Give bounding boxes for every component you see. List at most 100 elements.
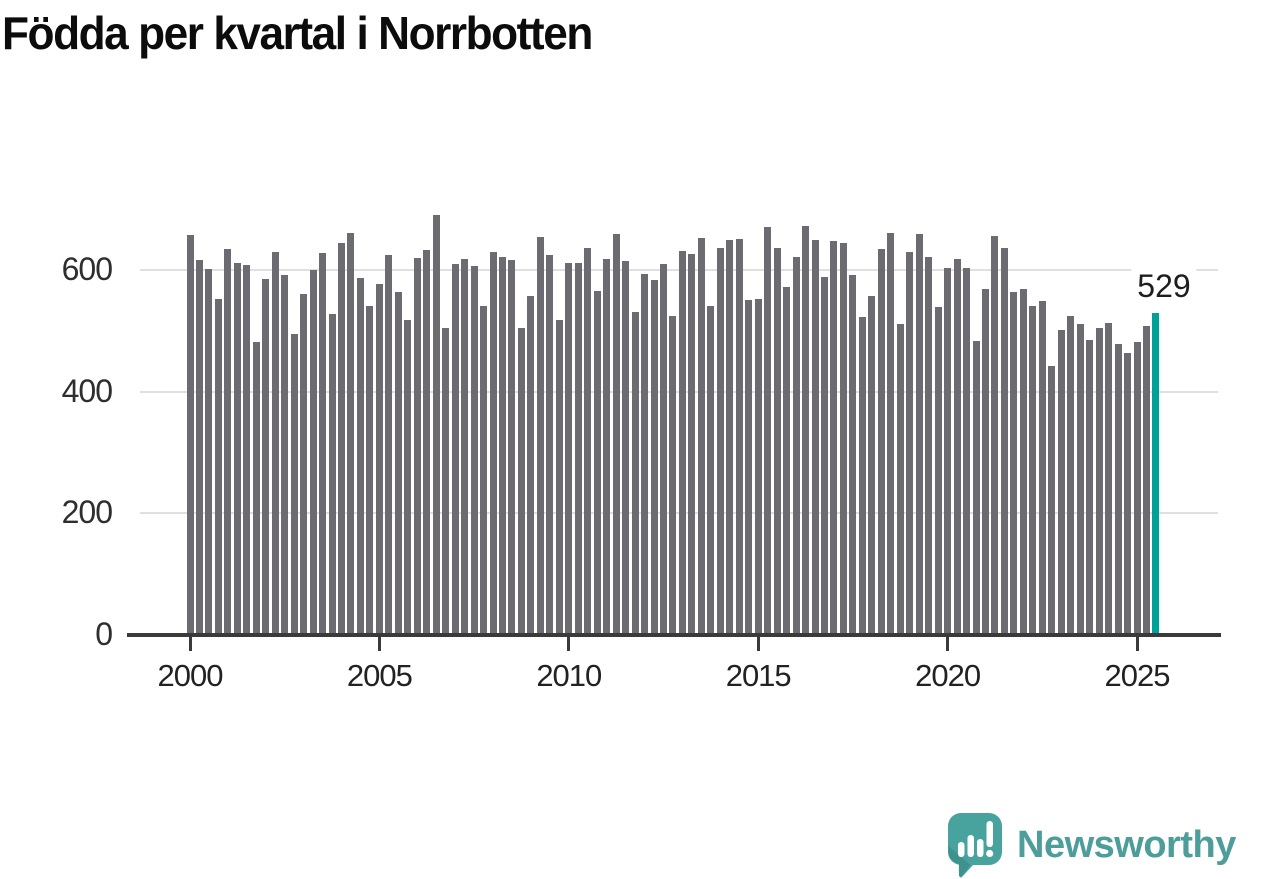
bar xyxy=(309,270,317,635)
bar xyxy=(347,232,355,635)
bar xyxy=(839,243,847,635)
newsworthy-logo: Newsworthy xyxy=(947,812,1236,878)
bar xyxy=(858,316,866,635)
bar xyxy=(413,257,421,635)
bar xyxy=(972,341,980,635)
bar xyxy=(868,296,876,635)
y-axis-tick-label: 200 xyxy=(61,494,113,531)
bar xyxy=(697,237,705,635)
bar xyxy=(811,240,819,635)
bar xyxy=(1114,344,1122,635)
bar xyxy=(820,276,828,635)
x-axis-tick-label: 2005 xyxy=(346,658,413,693)
bar xyxy=(934,307,942,635)
bar xyxy=(517,327,525,635)
bar xyxy=(574,263,582,635)
x-axis-tick-label: 2000 xyxy=(157,658,224,693)
bar xyxy=(1086,339,1094,635)
bar xyxy=(404,319,412,635)
bar xyxy=(830,240,838,635)
newsworthy-wordmark: Newsworthy xyxy=(1017,824,1236,866)
bar xyxy=(442,327,450,635)
bar xyxy=(461,259,469,635)
bar xyxy=(1076,324,1084,635)
bar xyxy=(366,305,374,635)
bar xyxy=(508,260,516,635)
bar xyxy=(906,251,914,635)
bar xyxy=(214,299,222,635)
bar xyxy=(802,226,810,635)
x-axis-tick xyxy=(188,637,192,651)
bar xyxy=(754,299,762,635)
bar xyxy=(963,268,971,635)
bar xyxy=(944,268,952,635)
bar xyxy=(1000,248,1008,635)
bar xyxy=(1057,330,1065,635)
y-axis-tick-label: 0 xyxy=(95,616,113,652)
bar xyxy=(328,313,336,635)
bar xyxy=(792,257,800,635)
bar xyxy=(783,287,791,635)
bar xyxy=(887,232,895,635)
bar xyxy=(631,311,639,635)
bar xyxy=(527,296,535,635)
bar xyxy=(622,260,630,635)
bar xyxy=(555,319,563,635)
bar xyxy=(1010,291,1018,635)
bar xyxy=(1019,288,1027,635)
bar xyxy=(603,259,611,635)
bar xyxy=(764,226,772,635)
bar xyxy=(745,299,753,635)
bar xyxy=(224,248,232,635)
x-axis-tick-label: 2015 xyxy=(725,658,792,693)
bar xyxy=(678,251,686,635)
bar xyxy=(252,341,260,635)
y-axis-tick-label: 400 xyxy=(61,372,113,409)
bar xyxy=(536,237,544,635)
bar xyxy=(423,249,431,635)
bar xyxy=(1048,366,1056,635)
x-axis-tick xyxy=(567,637,571,651)
bar xyxy=(290,333,298,635)
bar xyxy=(660,263,667,635)
bar xyxy=(271,251,279,635)
bar xyxy=(688,254,696,635)
x-axis-tick-label: 2020 xyxy=(915,658,981,693)
bar xyxy=(186,235,194,635)
x-axis-tick-label: 2010 xyxy=(536,658,602,693)
bar xyxy=(233,263,241,635)
bar xyxy=(877,248,885,635)
bar xyxy=(915,234,923,635)
bar xyxy=(593,290,601,635)
bar xyxy=(262,279,270,635)
bar xyxy=(432,215,440,635)
bar xyxy=(991,235,999,635)
value-annotation: 529 xyxy=(1131,268,1197,305)
bar xyxy=(565,263,573,635)
bar xyxy=(1067,316,1075,635)
bar xyxy=(1105,322,1113,635)
bar xyxy=(849,274,857,635)
x-axis-tick xyxy=(1135,637,1139,651)
bar xyxy=(499,257,506,635)
bar xyxy=(716,248,724,635)
bar xyxy=(489,251,497,635)
bar xyxy=(1142,325,1150,635)
bar xyxy=(281,274,289,635)
bar xyxy=(612,234,620,635)
bar xyxy=(451,263,459,635)
bar xyxy=(1029,305,1037,635)
newsworthy-logo-icon xyxy=(948,813,1002,878)
bar xyxy=(1124,352,1132,635)
bar xyxy=(953,259,961,635)
bar xyxy=(243,265,251,635)
bar xyxy=(394,291,402,635)
x-axis-line xyxy=(127,633,1221,637)
bar xyxy=(300,293,308,635)
plot-area xyxy=(140,190,1220,635)
bar xyxy=(707,305,715,635)
bar xyxy=(319,252,327,635)
chart-title: Födda per kvartal i Norrbotten xyxy=(2,7,593,59)
bar xyxy=(896,324,904,635)
bar xyxy=(735,238,743,635)
